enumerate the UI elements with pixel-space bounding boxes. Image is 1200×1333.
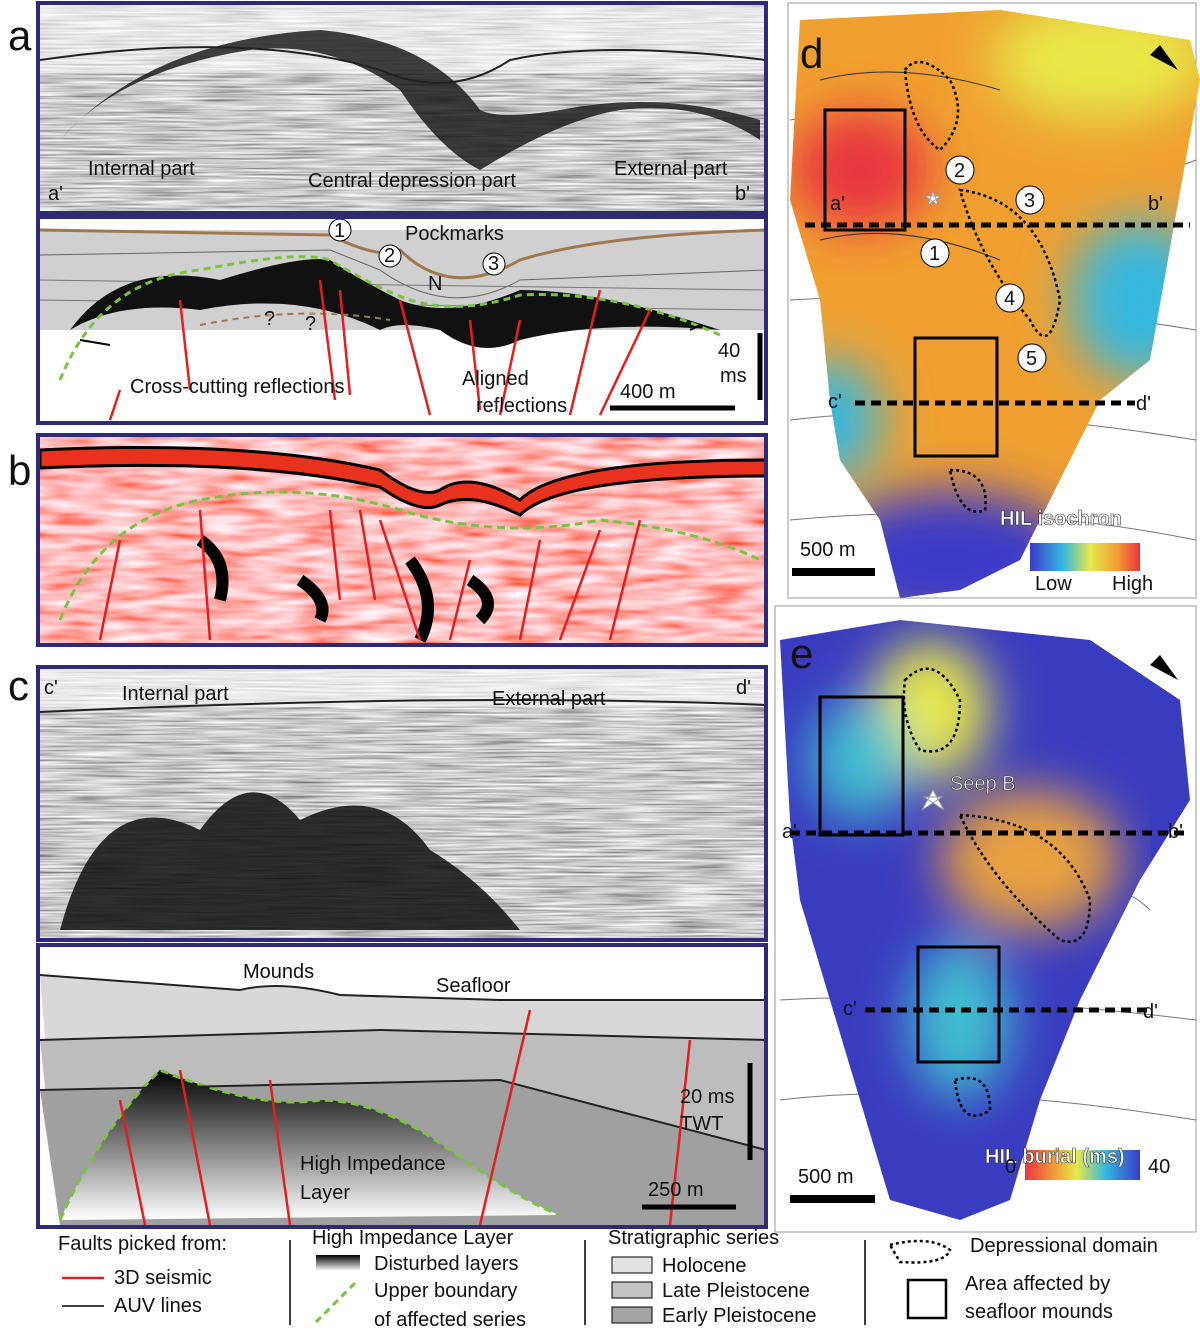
label: 2 xyxy=(384,245,395,267)
label: ? xyxy=(264,308,275,330)
label: 400 m xyxy=(620,381,676,403)
label: 2 xyxy=(954,160,965,182)
label: b' xyxy=(1168,821,1183,843)
label: Seep B xyxy=(950,773,1016,795)
legend-rect xyxy=(612,1257,652,1273)
label: b' xyxy=(735,183,750,205)
label: a' xyxy=(830,193,845,215)
label: External part xyxy=(614,158,728,180)
label: 500 m xyxy=(800,539,856,561)
label: b xyxy=(8,447,31,494)
label: a xyxy=(8,12,32,59)
label: c' xyxy=(44,677,58,699)
label: b' xyxy=(1148,193,1163,215)
label: ? xyxy=(305,313,316,335)
label: High xyxy=(1112,573,1153,595)
label: 0 xyxy=(1005,1156,1016,1178)
figure: a a' Internal part Central depression pa… xyxy=(0,0,1200,1333)
label: of affected series xyxy=(374,1309,526,1331)
map-d-g-g-ellipse xyxy=(790,110,930,230)
label: a' xyxy=(48,183,63,205)
legend-path xyxy=(316,1282,356,1322)
legend-rect xyxy=(612,1307,652,1323)
map-e-rect xyxy=(790,1195,875,1203)
label: 250 m xyxy=(648,1179,704,1201)
page: a a' Internal part Central depression pa… xyxy=(0,0,1200,1333)
legend-rect xyxy=(908,1280,946,1318)
label: 3 xyxy=(1024,190,1035,212)
map-e-g-g-ellipse xyxy=(910,940,1010,1100)
label: e xyxy=(790,630,813,677)
label: 3 xyxy=(488,253,499,275)
label: Disturbed layers xyxy=(374,1253,519,1275)
legend-path xyxy=(890,1241,950,1263)
label: Internal part xyxy=(122,683,229,705)
label: Late Pleistocene xyxy=(662,1280,810,1302)
label: d' xyxy=(1136,393,1151,415)
map-e-g-g-ellipse xyxy=(810,700,910,820)
label: ms xyxy=(720,365,747,387)
label: 4 xyxy=(1004,288,1015,310)
label: d xyxy=(800,30,823,77)
panel-b-seismic xyxy=(38,435,766,645)
label: Seafloor xyxy=(436,975,511,997)
label: c' xyxy=(843,998,857,1020)
label: Mounds xyxy=(243,961,314,983)
label: Area affected by xyxy=(965,1273,1110,1295)
map-e-g-g-ellipse xyxy=(940,790,1120,930)
map-d-rect xyxy=(1030,543,1140,571)
label: Low xyxy=(1035,573,1072,595)
label: 1 xyxy=(929,243,940,265)
label: AUV lines xyxy=(114,1295,202,1317)
label: Layer xyxy=(300,1182,350,1204)
label: Stratigraphic series xyxy=(608,1227,779,1249)
label: d' xyxy=(1143,1001,1158,1023)
label: TWT xyxy=(680,1113,723,1135)
label: c xyxy=(8,662,29,709)
label: 5 xyxy=(1026,348,1037,370)
label: Central depression part xyxy=(308,170,516,192)
label: Cross-cutting reflections xyxy=(130,376,345,398)
label: 40 xyxy=(1148,1156,1170,1178)
map-d-rect xyxy=(792,568,875,576)
label: 40 xyxy=(718,340,740,362)
label: Faults picked from: xyxy=(58,1233,227,1255)
label: reflections xyxy=(476,395,567,417)
label: 500 m xyxy=(798,1166,854,1188)
label: c' xyxy=(828,391,842,413)
panel-c-seismic xyxy=(38,667,766,940)
label: Pockmarks xyxy=(405,223,504,245)
label: Aligned xyxy=(462,368,529,390)
label: a' xyxy=(782,821,797,843)
label: External part xyxy=(492,688,606,710)
map-e xyxy=(775,606,1196,1232)
label: seafloor mounds xyxy=(965,1301,1113,1323)
legend-rect xyxy=(316,1255,360,1271)
label: 20 ms xyxy=(680,1086,734,1108)
label: d' xyxy=(736,677,751,699)
label: High Impedance Layer xyxy=(312,1227,514,1249)
label: Depressional domain xyxy=(970,1235,1158,1257)
label: Holocene xyxy=(662,1255,747,1277)
label: High Impedance xyxy=(300,1153,446,1175)
label: Early Pleistocene xyxy=(662,1305,817,1327)
label: 3D seismic xyxy=(114,1267,212,1289)
map-d xyxy=(780,0,1200,630)
label: N xyxy=(428,273,442,295)
legend-rect xyxy=(612,1282,652,1298)
label: 1 xyxy=(334,220,345,242)
label: HIL isochron xyxy=(1000,508,1122,530)
label: Upper boundary xyxy=(374,1280,517,1302)
label: Internal part xyxy=(88,158,195,180)
